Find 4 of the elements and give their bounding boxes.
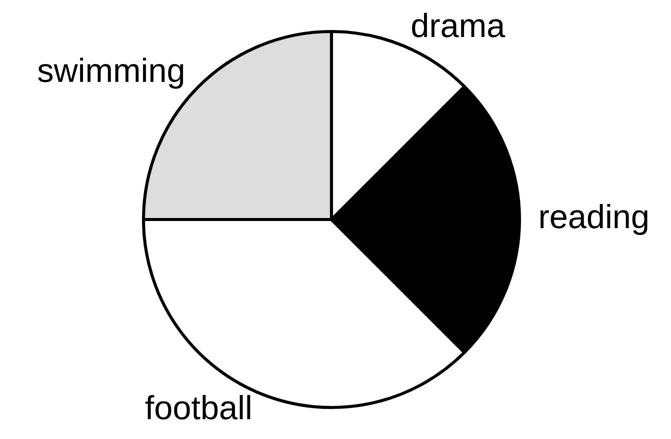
slice-label: swimming: [38, 58, 184, 89]
slice-label: drama: [412, 12, 506, 38]
slice-label: football: [145, 395, 250, 420]
slice-label: reading: [540, 204, 648, 236]
